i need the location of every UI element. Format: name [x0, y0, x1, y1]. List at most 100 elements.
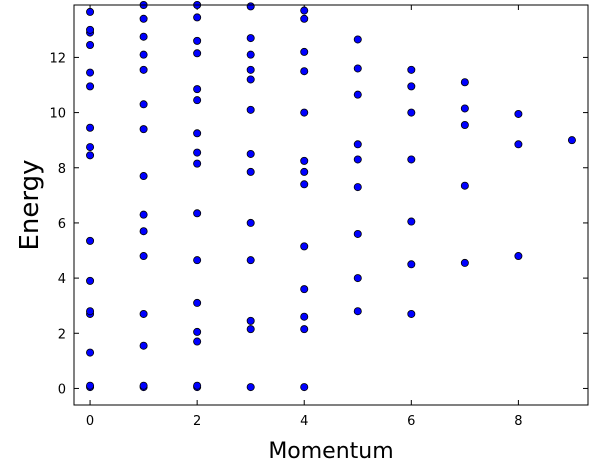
data-point	[353, 229, 362, 238]
x-tick-label: 2	[193, 414, 201, 429]
data-point	[246, 105, 255, 114]
data-point	[86, 381, 95, 390]
data-point	[139, 65, 148, 74]
data-point	[460, 78, 469, 87]
data-point	[246, 50, 255, 59]
data-point	[300, 242, 309, 251]
data-point	[300, 180, 309, 189]
data-point	[86, 151, 95, 160]
data-point	[460, 104, 469, 113]
data-point	[353, 274, 362, 283]
data-point	[246, 65, 255, 74]
data-point	[86, 276, 95, 285]
x-tick-label: 8	[514, 414, 522, 429]
data-point	[86, 25, 95, 34]
data-point	[139, 50, 148, 59]
data-point	[300, 67, 309, 76]
data-point	[407, 155, 416, 164]
data-point	[139, 227, 148, 236]
data-point	[407, 108, 416, 117]
data-point	[139, 100, 148, 109]
data-point	[139, 309, 148, 318]
data-point	[139, 32, 148, 41]
data-point	[460, 121, 469, 130]
data-point	[407, 65, 416, 74]
data-point	[139, 125, 148, 134]
y-tick-label: 0	[58, 382, 66, 397]
data-point	[300, 156, 309, 165]
data-point	[300, 6, 309, 15]
data-point	[353, 35, 362, 44]
data-point	[193, 36, 202, 45]
data-point	[300, 108, 309, 117]
data-point	[193, 129, 202, 138]
data-point	[246, 256, 255, 265]
data-point	[86, 41, 95, 50]
data-point	[246, 2, 255, 11]
data-point	[86, 82, 95, 91]
data-point	[353, 64, 362, 73]
data-point	[139, 14, 148, 23]
data-point	[407, 217, 416, 226]
data-point	[193, 298, 202, 307]
data-point	[300, 14, 309, 23]
y-tick-label: 4	[58, 272, 66, 287]
data-point	[353, 183, 362, 192]
data-point	[139, 252, 148, 261]
data-point	[300, 383, 309, 392]
data-point	[86, 123, 95, 132]
data-point	[193, 96, 202, 105]
data-point	[567, 136, 576, 145]
x-axis-label: Momentum	[268, 439, 393, 461]
data-point	[407, 82, 416, 91]
y-tick-label: 8	[58, 162, 66, 177]
data-point	[193, 327, 202, 336]
y-axis-label: Energy	[15, 159, 45, 250]
data-point	[86, 236, 95, 245]
data-point	[353, 140, 362, 149]
data-point	[353, 90, 362, 99]
data-point	[246, 149, 255, 158]
data-point	[246, 316, 255, 325]
data-point	[86, 7, 95, 16]
data-point	[246, 325, 255, 334]
x-tick-label: 6	[407, 414, 415, 429]
data-point	[193, 256, 202, 265]
data-point	[460, 258, 469, 267]
data-point	[193, 85, 202, 94]
data-point	[300, 325, 309, 334]
data-points	[86, 1, 576, 392]
data-point	[514, 140, 523, 149]
data-point	[86, 348, 95, 357]
data-point	[246, 75, 255, 84]
x-tick-label: 0	[86, 414, 94, 429]
x-tick-label: 4	[300, 414, 308, 429]
data-point	[300, 312, 309, 321]
data-point	[300, 167, 309, 176]
plot-frame	[73, 4, 589, 406]
data-point	[139, 210, 148, 219]
data-point	[193, 13, 202, 22]
data-point	[246, 218, 255, 227]
y-tick-label: 10	[49, 107, 66, 122]
data-point	[460, 181, 469, 190]
data-point	[407, 309, 416, 318]
data-point	[514, 109, 523, 118]
data-point	[407, 260, 416, 269]
data-point	[193, 337, 202, 346]
data-point	[353, 155, 362, 164]
data-point	[193, 159, 202, 168]
data-point	[193, 209, 202, 218]
x-axis-ticks: 0 2 4 6 8	[86, 5, 523, 429]
y-tick-label: 12	[49, 51, 66, 66]
y-axis-ticks: 0 2 4 6 8 10 12	[49, 51, 588, 397]
data-point	[193, 49, 202, 58]
data-point	[139, 172, 148, 181]
data-point	[300, 285, 309, 294]
data-point	[139, 381, 148, 390]
data-point	[246, 383, 255, 392]
data-point	[193, 381, 202, 390]
data-point	[139, 341, 148, 350]
data-point	[193, 148, 202, 157]
